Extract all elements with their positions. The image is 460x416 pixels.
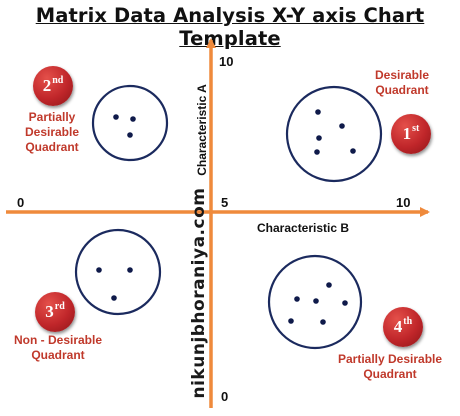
data-point <box>313 298 319 304</box>
badge-number: 4 <box>393 317 403 336</box>
quadrant-2-cluster <box>91 84 169 162</box>
data-point <box>96 267 102 273</box>
badge-number: 3 <box>45 302 54 321</box>
label-line: Quadrant <box>375 83 429 97</box>
x-axis-label: Characteristic B <box>257 221 350 235</box>
quadrant-4-label: Partially Desirable Quadrant <box>322 352 458 382</box>
x-axis-mid: 5 <box>221 195 229 210</box>
quadrant-circle <box>285 85 383 183</box>
badge-number: 2 <box>42 76 52 95</box>
y-axis-min: 0 <box>221 389 229 404</box>
label-line: Desirable <box>24 125 80 139</box>
quadrant-circle <box>267 254 363 350</box>
data-point <box>342 300 348 306</box>
page-title: Matrix Data Analysis X-Y axis Chart Temp… <box>35 4 425 50</box>
y-axis-label: Characteristic A <box>195 84 209 176</box>
x-axis-min: 0 <box>17 195 25 210</box>
y-axis-max: 10 <box>219 54 234 69</box>
data-point <box>127 132 133 138</box>
quadrant-1-cluster <box>285 85 383 183</box>
data-point <box>326 282 332 288</box>
quadrant-2-label: Partially Desirable Quadrant <box>6 110 98 155</box>
badge-suffix: rd <box>54 300 65 312</box>
data-point <box>288 318 294 324</box>
data-point <box>316 135 322 141</box>
data-point <box>350 148 356 154</box>
data-point <box>314 149 320 155</box>
data-point <box>111 295 117 301</box>
watermark-text: nikunjbhoraniya.com <box>189 187 209 399</box>
quadrant-circle <box>91 84 169 162</box>
label-line: Desirable <box>374 68 430 82</box>
label-line: Quadrant <box>363 367 417 381</box>
data-point <box>130 116 136 122</box>
quadrant-3-label: Non - Desirable Quadrant <box>4 333 112 363</box>
label-line: Partially <box>28 110 76 124</box>
quadrant-1-label: Desirable Quadrant <box>362 68 442 98</box>
data-point <box>339 123 345 129</box>
data-point <box>294 296 300 302</box>
label-line: Non - Desirable <box>13 333 103 347</box>
badge-number: 1 <box>402 124 412 143</box>
quadrant-3-cluster <box>74 228 162 316</box>
badge-suffix: nd <box>52 74 64 86</box>
badge-suffix: th <box>403 315 413 327</box>
label-line: Quadrant <box>31 348 85 362</box>
data-point <box>113 114 119 120</box>
data-point <box>315 109 321 115</box>
data-point <box>320 319 326 325</box>
x-axis-max: 10 <box>396 195 411 210</box>
quadrant-circle <box>74 228 162 316</box>
quadrant-4-cluster <box>267 254 363 350</box>
badge-suffix: st <box>412 122 420 134</box>
label-line: Quadrant <box>25 140 79 154</box>
data-point <box>127 267 133 273</box>
label-line: Partially Desirable <box>337 352 443 366</box>
